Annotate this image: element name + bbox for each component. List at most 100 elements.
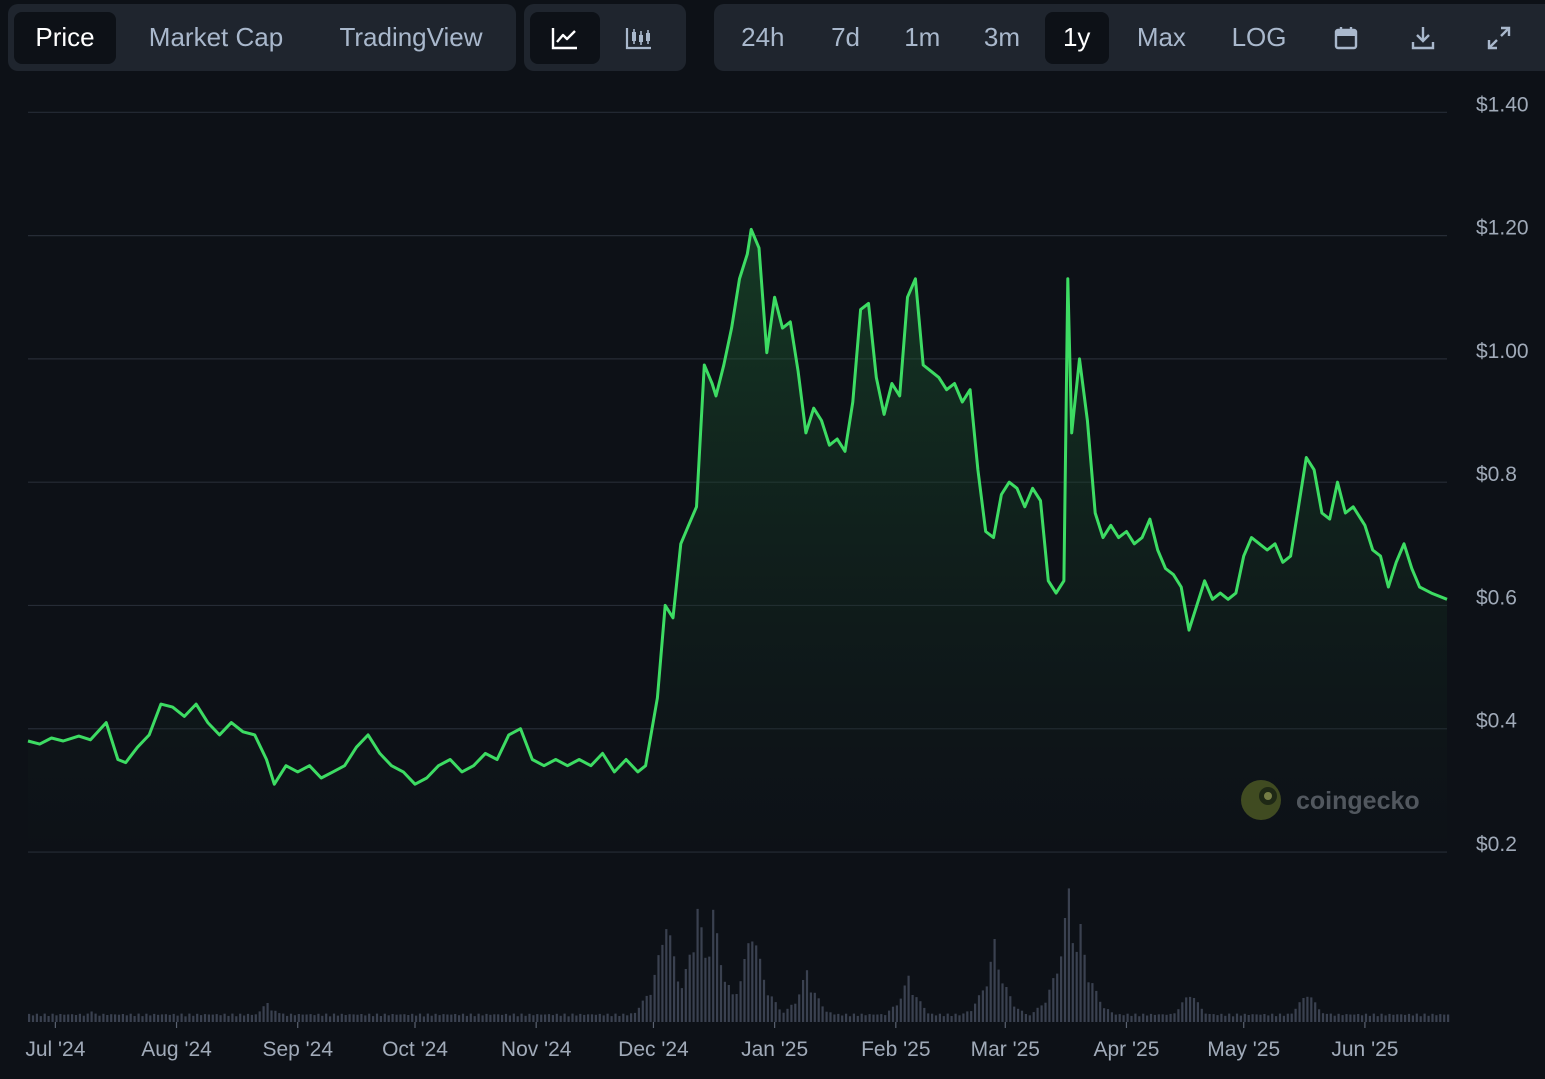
volume-bar — [1118, 1014, 1121, 1022]
volume-bar — [1419, 1016, 1422, 1022]
volume-bar — [610, 1016, 613, 1022]
volume-bar — [1196, 1002, 1199, 1022]
volume-bar — [1177, 1009, 1180, 1022]
download-button[interactable] — [1388, 12, 1460, 64]
volume-bar — [141, 1016, 144, 1022]
x-tick-label: Mar '25 — [971, 1038, 1040, 1061]
volume-bar — [39, 1016, 42, 1022]
volume-bar — [809, 992, 812, 1022]
volume-bar — [970, 1011, 973, 1022]
volume-bar — [1415, 1013, 1418, 1022]
volume-bar — [110, 1014, 113, 1022]
range-1y[interactable]: 1y — [1044, 11, 1109, 64]
volume-bar — [919, 1001, 922, 1022]
volume-bar — [469, 1013, 472, 1022]
volume-bar — [1106, 1009, 1110, 1022]
volume-bar — [680, 988, 683, 1022]
tab-tradingview[interactable]: TradingView — [339, 22, 483, 52]
volume-bar — [438, 1015, 441, 1022]
volume-bar — [31, 1015, 35, 1022]
volume-bar — [1341, 1015, 1344, 1022]
volume-bar — [931, 1013, 934, 1022]
volume-bar — [825, 1011, 828, 1022]
volume-bar — [1294, 1008, 1297, 1022]
volume-bar — [1013, 1006, 1016, 1022]
range-max[interactable]: Max — [1136, 22, 1186, 52]
volume-bar — [528, 1013, 531, 1022]
volume-bar — [1427, 1015, 1430, 1022]
range-3m[interactable]: 3m — [983, 22, 1021, 52]
volume-bar — [278, 1013, 281, 1022]
volume-bar — [51, 1013, 54, 1022]
x-tick-label: Jun '25 — [1331, 1038, 1398, 1061]
volume-bar — [504, 1013, 508, 1022]
volume-bar — [895, 1005, 898, 1022]
volume-bar — [1290, 1013, 1293, 1022]
fullscreen-button[interactable] — [1459, 12, 1539, 64]
volume-bar — [974, 1003, 977, 1022]
volume-bar — [332, 1013, 336, 1022]
volume-bar — [176, 1015, 179, 1022]
price-line — [27, 227, 1448, 786]
volume-bar — [348, 1014, 351, 1022]
volume-bar — [450, 1014, 453, 1022]
volume-bar — [1310, 997, 1313, 1022]
range-1m[interactable]: 1m — [904, 22, 941, 52]
coingecko-watermark: coingecko — [1241, 780, 1420, 820]
volume-bar — [567, 1016, 570, 1022]
x-tick-label: Dec '24 — [618, 1038, 689, 1061]
volume-bar — [1095, 990, 1098, 1022]
volume-bar — [993, 939, 996, 1022]
volume-bar — [989, 961, 992, 1022]
volume-bar — [1009, 996, 1012, 1022]
tab-price[interactable]: Price — [14, 11, 116, 64]
volume-bar — [493, 1014, 496, 1022]
volume-bar — [430, 1015, 433, 1022]
volume-bar — [28, 1013, 31, 1022]
volume-bar — [1142, 1013, 1145, 1022]
volume-bar — [1380, 1013, 1383, 1022]
range-7d[interactable]: 7d — [831, 22, 860, 52]
tab-market-cap[interactable]: Market Cap — [148, 22, 284, 52]
volume-bar — [164, 1014, 167, 1022]
volume-bar — [946, 1013, 949, 1022]
volume-bar — [1169, 1013, 1172, 1022]
x-tick-label: Apr '25 — [1094, 1038, 1160, 1061]
volume-bar — [309, 1014, 312, 1022]
volume-bar — [954, 1013, 957, 1022]
volume-bar — [465, 1015, 468, 1022]
volume-bar — [1157, 1014, 1160, 1022]
range-24h[interactable]: 24h — [741, 22, 785, 52]
volume-bar — [813, 992, 816, 1022]
volume-bar — [344, 1015, 347, 1022]
volume-bar — [716, 933, 719, 1022]
volume-bar — [962, 1013, 965, 1022]
candlestick-chart-button[interactable] — [600, 12, 678, 64]
log-scale-toggle[interactable]: LOG — [1231, 22, 1287, 52]
volume-bar — [243, 1015, 246, 1022]
volume-bar — [544, 1014, 547, 1022]
volume-bar — [383, 1013, 386, 1022]
volume-bar — [1224, 1015, 1227, 1022]
calendar-button[interactable] — [1304, 12, 1388, 64]
volume-bar — [391, 1014, 394, 1022]
y-tick-label: $1.40 — [1476, 93, 1529, 116]
volume-bar — [1384, 1015, 1387, 1022]
volume-bar — [1091, 983, 1094, 1022]
x-axis-labels: Jul '24 Aug '24 Sep '24 Oct '24 Nov '24 Dec '… — [25, 1022, 1398, 1061]
volume-bar — [1216, 1015, 1219, 1022]
volume-bar — [704, 957, 707, 1022]
volume-bar — [1318, 1009, 1321, 1022]
volume-bar — [1153, 1014, 1156, 1022]
volume-bar — [598, 1013, 601, 1022]
x-tick-label: Jul '24 — [25, 1038, 85, 1061]
volume-bar — [192, 1015, 195, 1022]
volume-bar — [1204, 1013, 1207, 1022]
volume-bar — [1345, 1014, 1348, 1022]
volume-bar — [571, 1013, 574, 1022]
volume-bar — [188, 1013, 191, 1022]
volume-bar — [1075, 951, 1078, 1022]
line-chart-button[interactable] — [530, 11, 600, 64]
volume-bar — [774, 1002, 777, 1022]
